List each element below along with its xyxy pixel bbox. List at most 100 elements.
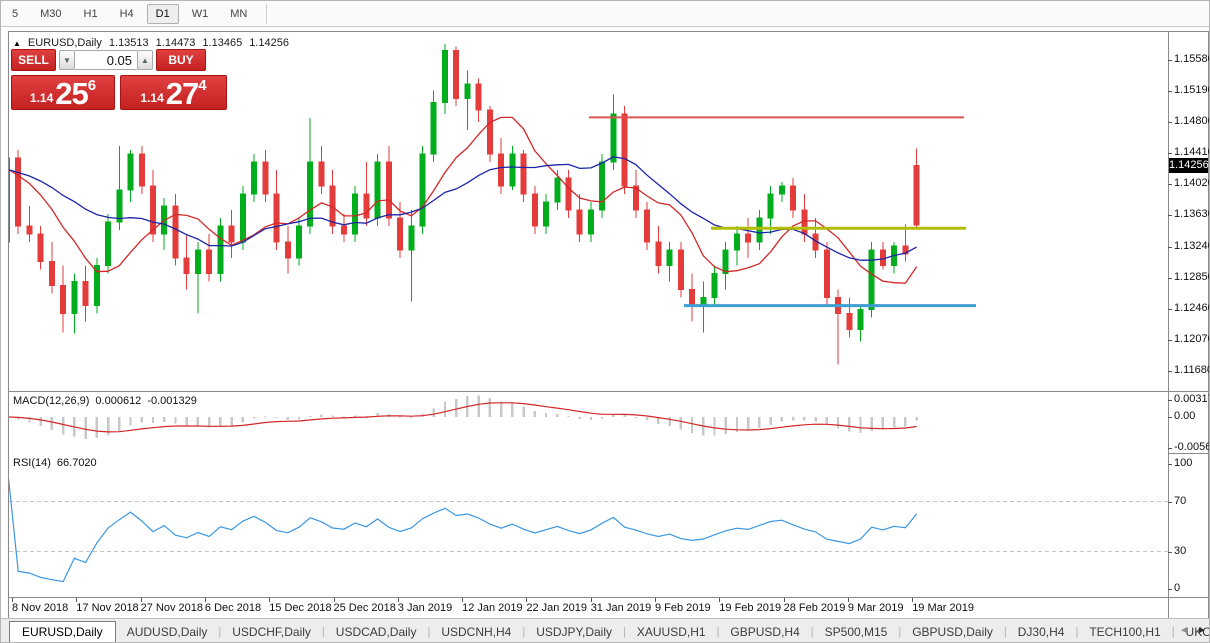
buy-price-prefix: 1.14: [140, 91, 164, 105]
date-axis-label: 19 Mar 2019: [912, 602, 974, 614]
chart-tab-audusd[interactable]: AUDUSD,Daily: [126, 624, 208, 639]
timeframe-button-d1[interactable]: D1: [146, 3, 179, 24]
chart-tab-xauusd[interactable]: XAUUSD,H1: [636, 624, 706, 639]
rsi-axis-tick: [1168, 464, 1172, 465]
macd-pane-top-border: [8, 391, 1209, 392]
chevron-down-icon: ▼: [63, 55, 71, 65]
tab-separator: |: [810, 625, 814, 638]
price-axis-tick: [1168, 122, 1172, 124]
timeframe-toolbar: 5 M30 H1 H4 D1 W1 MN: [1, 1, 1209, 27]
chart-tab-usdjpy[interactable]: USDJPY,Daily: [536, 624, 613, 639]
buy-price-big: 27: [165, 75, 199, 111]
chart-tab-dj30[interactable]: DJ30,H4: [1017, 624, 1065, 639]
tab-separator: |: [427, 625, 431, 638]
timeframe-button-mn[interactable]: MN: [221, 4, 256, 24]
date-axis-tick: [526, 598, 528, 602]
price-axis-tick: [1168, 153, 1172, 155]
date-axis-label: 25 Dec 2018: [333, 602, 396, 614]
date-axis-tick: [140, 598, 142, 602]
price-axis-label: 1.13630: [1174, 208, 1210, 221]
current-price-marker: 1.14256: [1169, 157, 1209, 173]
rsi-axis-label: 0: [1174, 582, 1181, 594]
price-axis-tick: [1168, 370, 1172, 372]
ohlc-low: 1.13465: [202, 37, 243, 49]
sell-price-button[interactable]: 1.14 25 6: [11, 75, 115, 110]
chart-tab-ukc[interactable]: UKC: [1185, 624, 1210, 639]
date-axis-tick: [719, 598, 721, 602]
buy-price-sup: 4: [198, 77, 207, 94]
date-axis-tick: [590, 598, 592, 602]
timeframe-button-w1[interactable]: W1: [183, 4, 218, 24]
timeframe-button-5[interactable]: 5: [3, 4, 27, 24]
date-axis-label: 12 Jan 2019: [462, 602, 523, 614]
price-axis-label: 1.11680: [1174, 363, 1210, 376]
macd-axis-tick: [1168, 417, 1172, 418]
date-axis-label: 9 Mar 2019: [847, 602, 904, 614]
tabs-scroll-right-icon[interactable]: ►: [1197, 625, 1207, 636]
price-axis-label: 1.15190: [1174, 84, 1210, 97]
tab-separator: |: [898, 625, 902, 638]
price-axis-tick: [1168, 60, 1172, 61]
chevron-up-icon: ▲: [141, 55, 149, 65]
price-axis-label: 1.12850: [1174, 270, 1210, 283]
date-axis-label: 9 Feb 2019: [655, 602, 711, 614]
date-axis-label: 22 Jan 2019: [526, 602, 587, 614]
chart-frame-top: [8, 31, 1209, 32]
sell-button[interactable]: SELL: [11, 49, 56, 71]
date-axis-tick: [269, 598, 271, 602]
tab-separator: |: [623, 625, 626, 638]
date-axis-tick: [462, 598, 464, 602]
chart-tab-tech100[interactable]: TECH100,H1: [1089, 624, 1161, 639]
rsi-axis-label: 100: [1174, 457, 1193, 469]
volume-increase-button[interactable]: ▲: [137, 50, 153, 70]
macd-main-value: 0.000612: [95, 395, 142, 407]
date-axis-tick: [912, 598, 914, 602]
timeframe-button-h4[interactable]: H4: [111, 4, 143, 24]
price-axis-tick: [1168, 339, 1172, 341]
tab-separator: |: [522, 625, 526, 638]
rsi-value: 66.7020: [56, 457, 97, 469]
price-axis-tick: [1168, 184, 1172, 186]
tab-separator: |: [1003, 625, 1007, 638]
timeframe-button-m30[interactable]: M30: [31, 4, 70, 24]
buy-button[interactable]: BUY: [156, 49, 206, 71]
rsi-label-row: RSI(14) 66.7020: [13, 457, 97, 469]
tab-separator: |: [1075, 625, 1079, 638]
volume-decrease-button[interactable]: ▼: [59, 50, 75, 70]
sell-price-prefix: 1.14: [29, 91, 54, 105]
price-axis-label: 1.14020: [1174, 177, 1210, 190]
timeframe-button-h1[interactable]: H1: [75, 4, 107, 24]
chart-tab-usdchf[interactable]: USDCHF,Daily: [232, 624, 311, 639]
rsi-axis-label: 30: [1174, 544, 1187, 557]
rsi-name-label: RSI(14): [13, 457, 51, 469]
tab-separator: |: [321, 625, 325, 638]
chart-tab-gbpusd[interactable]: GBPUSD,H4: [730, 624, 800, 639]
macd-signal-value: -0.001329: [147, 395, 197, 407]
chart-tab-gbpusd[interactable]: GBPUSD,Daily: [912, 624, 993, 639]
chart-tab-usdcnh[interactable]: USDCNH,H4: [441, 624, 512, 639]
date-axis-tick: [76, 598, 78, 602]
rsi-axis-tick: [1168, 551, 1172, 553]
price-axis-label: 1.15580: [1174, 53, 1210, 65]
buy-price-button[interactable]: 1.14 27 4: [120, 75, 227, 110]
date-axis-label: 19 Feb 2019: [719, 602, 782, 614]
chart-tabs-bar: EURUSD,Daily AUDUSD,Daily | USDCHF,Daily | US…: [1, 618, 1210, 642]
chart-tab-usdcad[interactable]: USDCAD,Daily: [335, 624, 417, 639]
chart-tab-sp500[interactable]: SP500,M15: [824, 624, 888, 639]
date-axis-label: 3 Jan 2019: [397, 602, 453, 614]
price-axis-label: 1.14410: [1174, 146, 1210, 159]
volume-input[interactable]: [75, 50, 137, 70]
macd-indicator-chart[interactable]: [9, 392, 1168, 453]
date-axis-tick: [847, 598, 849, 602]
tabs-scroll-left-icon[interactable]: ◄: [1179, 625, 1189, 636]
collapse-icon[interactable]: ▲: [13, 38, 21, 48]
price-axis-tick: [1168, 91, 1172, 93]
rsi-indicator-chart[interactable]: [9, 453, 1168, 597]
macd-axis-label: -0.005667: [1174, 440, 1209, 453]
chart-tab-eurusd[interactable]: EURUSD,Daily: [9, 620, 116, 642]
date-axis-tick: [397, 598, 399, 602]
ohlc-open: 1.13513: [108, 37, 149, 49]
date-axis-tick: [12, 598, 13, 602]
price-axis-tick: [1168, 215, 1172, 217]
one-click-trading-panel: SELL ▼ ▲ BUY 1.14 25 6 1.14 27 4: [11, 49, 227, 110]
